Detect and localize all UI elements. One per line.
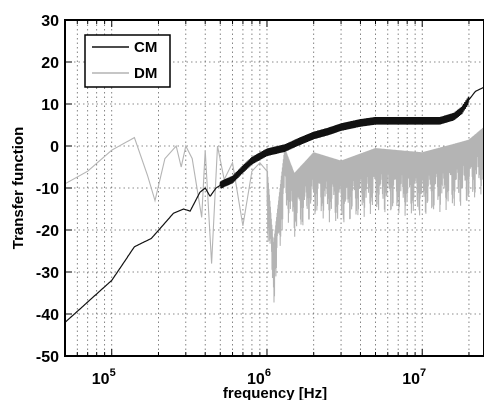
y-tick-label: 20 <box>41 55 59 72</box>
y-tick-label: 0 <box>50 139 59 156</box>
y-tick-label: 30 <box>41 13 59 30</box>
ticks <box>64 19 470 357</box>
x-tick-label: 106 <box>247 367 271 388</box>
y-tick-label: -40 <box>36 307 59 324</box>
y-tick-label: 10 <box>41 97 59 114</box>
x-tick-label: 105 <box>92 367 116 388</box>
x-axis-title: frequency [Hz] <box>223 385 327 400</box>
series-layer <box>64 86 484 323</box>
legend-box <box>84 34 171 88</box>
x-tick-label: 107 <box>402 367 426 388</box>
legend: CM DM <box>84 34 171 88</box>
y-tick-label: -50 <box>36 349 59 366</box>
y-tick-label: -20 <box>36 223 59 240</box>
y-axis-title: Transfer function <box>10 127 27 250</box>
series-line-dm <box>64 127 484 303</box>
legend-label-cm: CM <box>134 39 157 56</box>
legend-label-dm: DM <box>134 65 157 82</box>
y-tick-label: -30 <box>36 265 59 282</box>
series-line-cm <box>64 86 484 323</box>
y-tick-label: -10 <box>36 181 59 198</box>
tick-labels: 30 20 10 0 -10 -20 -30 -40 -50 105 106 107 <box>36 13 426 388</box>
